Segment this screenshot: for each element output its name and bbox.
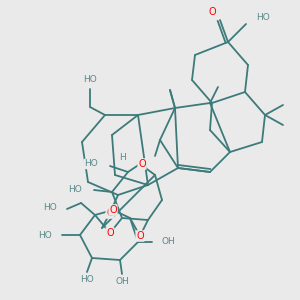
Text: HO: HO [256,14,270,22]
Text: H: H [118,154,125,163]
Text: O: O [106,228,114,238]
Text: OH: OH [162,238,176,247]
Text: HO: HO [68,185,82,194]
Text: OH: OH [115,278,129,286]
Text: HO: HO [43,202,57,211]
Text: HO: HO [80,275,94,284]
Text: O: O [208,7,216,17]
Text: HO: HO [38,230,52,239]
Text: O: O [138,159,146,169]
Text: HO: HO [83,74,97,83]
Text: O: O [109,205,117,215]
Text: HO: HO [84,160,98,169]
Text: O: O [106,208,114,218]
Text: O: O [136,231,144,241]
